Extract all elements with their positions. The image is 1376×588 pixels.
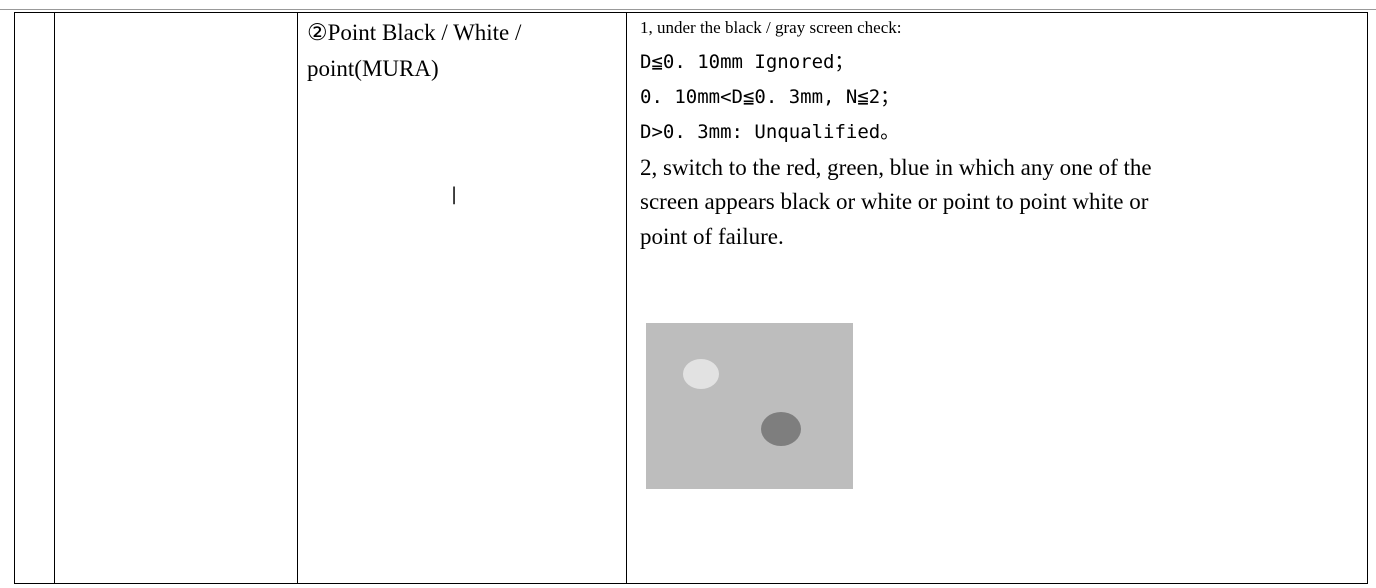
table-border <box>14 583 1368 584</box>
defect-illustration <box>646 323 853 489</box>
table-border <box>14 12 1368 13</box>
table-border <box>297 12 298 584</box>
cell-text: ②Point Black / White / <box>307 20 522 45</box>
cell-text: 0. 10mm<D≦0. 3mm, N≦2； <box>640 86 900 108</box>
table-border <box>54 12 55 584</box>
top-rule <box>0 9 1376 10</box>
table-border <box>626 12 627 584</box>
cell-text: point of failure. <box>640 224 784 249</box>
table-border <box>1367 12 1368 584</box>
cell-text: 2, switch to the red, green, blue in whi… <box>640 155 1152 180</box>
black-point <box>761 412 801 446</box>
cell-text: D>0. 3mm: Unqualified。 <box>640 121 900 143</box>
gray-screen <box>646 323 853 489</box>
cell-text: screen appears black or white or point t… <box>640 189 1149 214</box>
cell-text: D≦0. 10mm Ignored； <box>640 51 854 73</box>
table-border <box>14 12 15 584</box>
white-point <box>683 359 719 389</box>
stray-mark: | <box>451 184 458 205</box>
cell-text: point(MURA) <box>307 56 439 81</box>
cell-text: 1, under the black / gray screen check: <box>640 18 902 37</box>
